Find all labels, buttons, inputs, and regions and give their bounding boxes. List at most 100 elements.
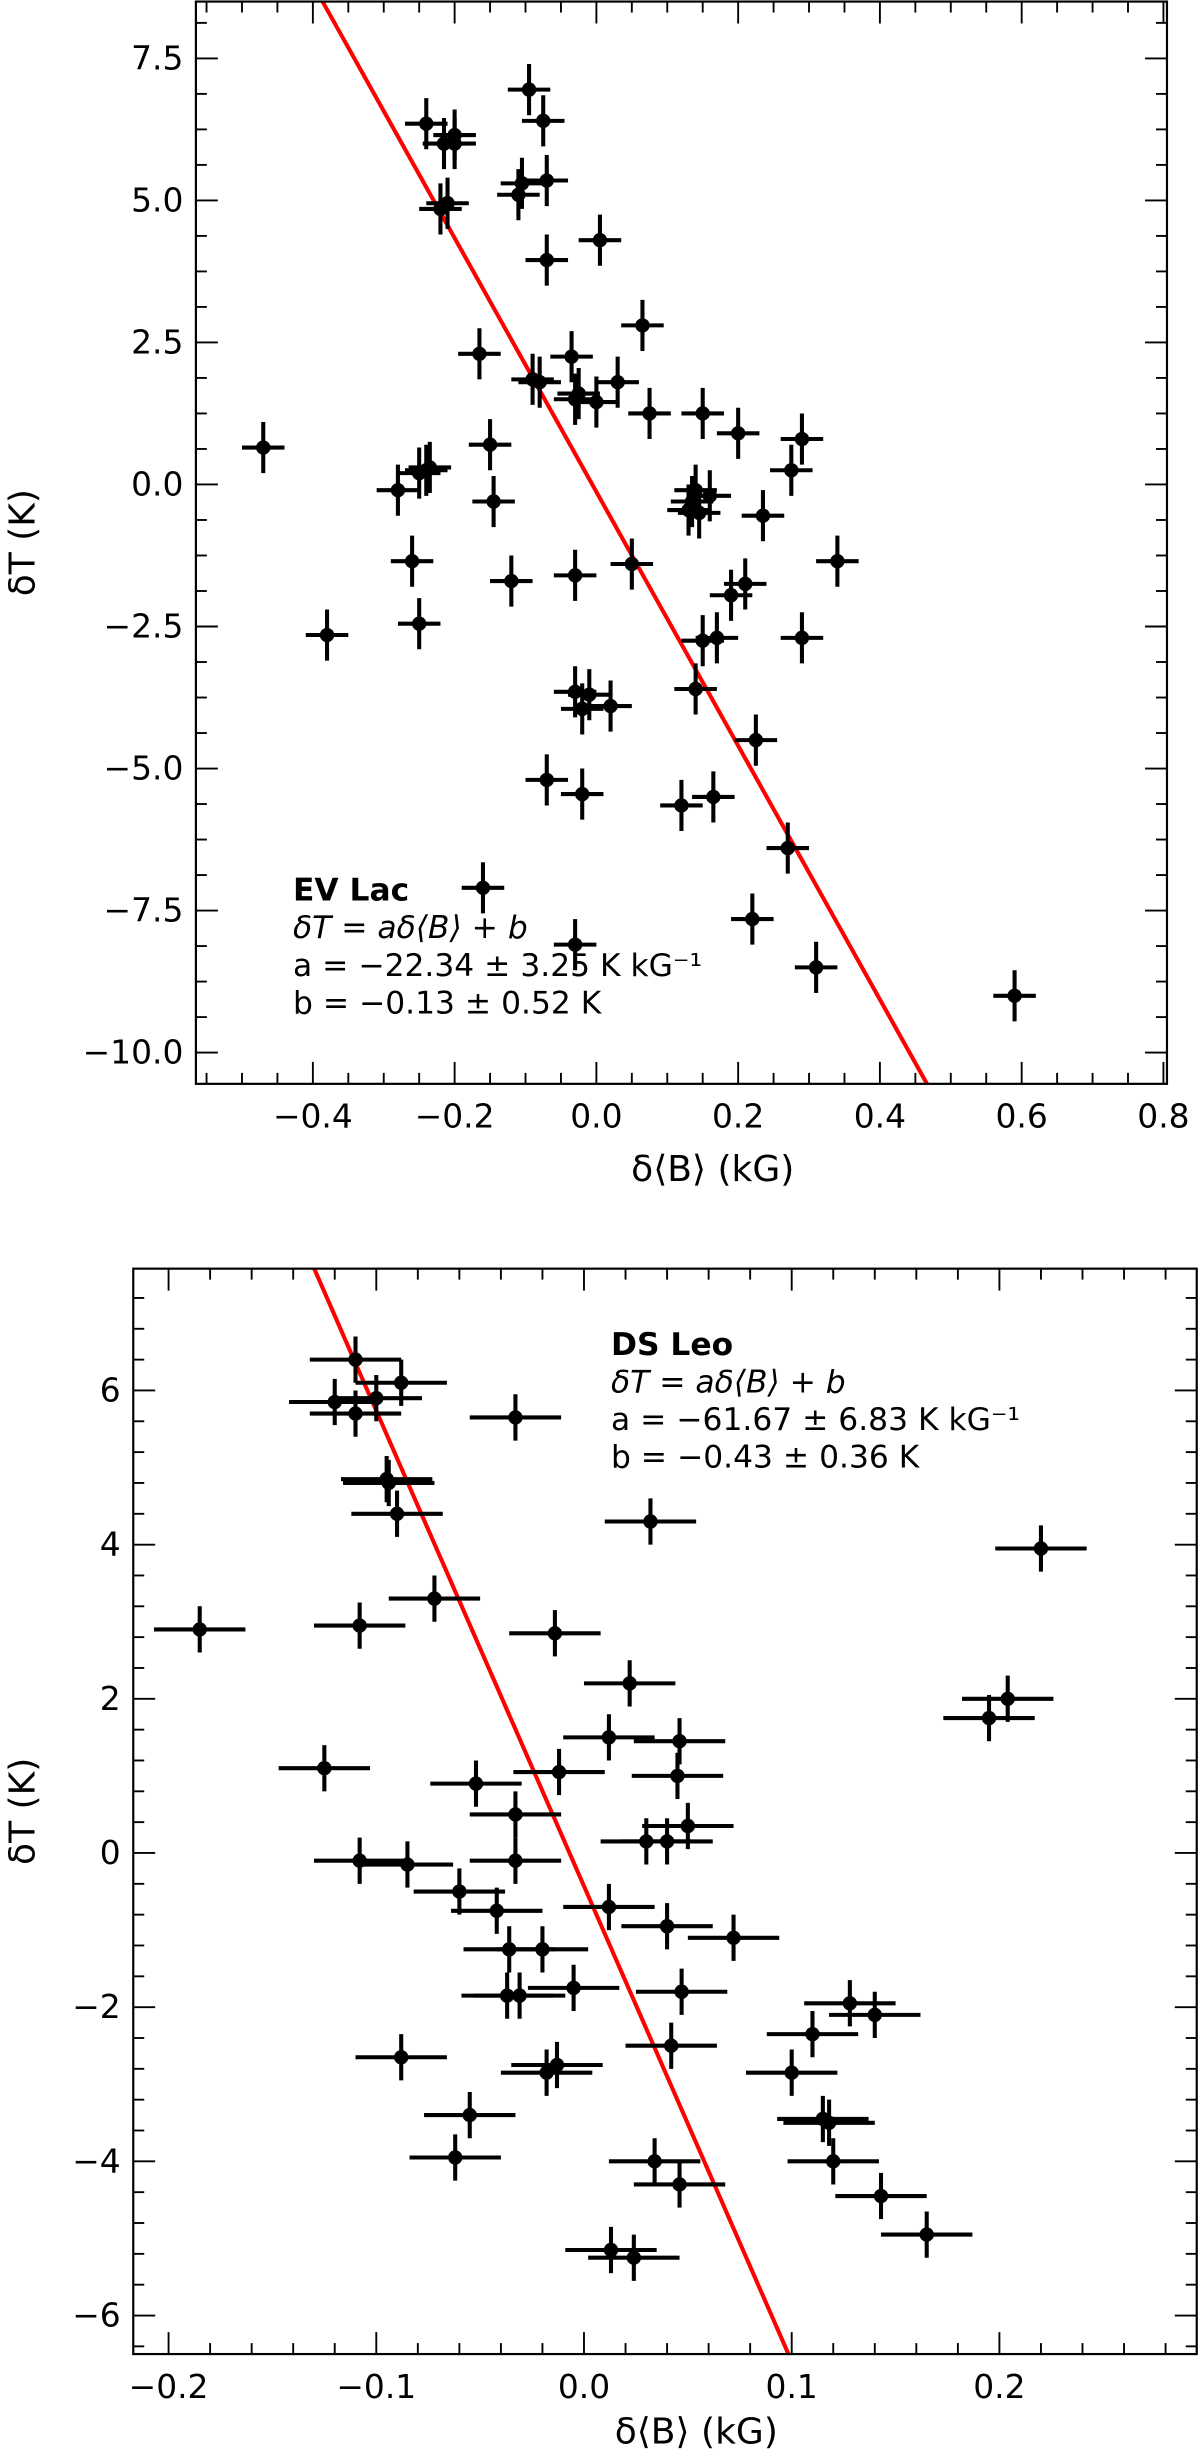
x-tick-label: 0.0 xyxy=(558,2367,610,2406)
data-point xyxy=(553,549,597,601)
x-tick-label: 0.4 xyxy=(854,1097,906,1136)
data-point xyxy=(351,1490,443,1537)
data-point xyxy=(461,862,505,914)
data-point xyxy=(278,1745,371,1792)
ev-lac-x-axis-label: δ⟨B⟩ (kG) xyxy=(631,1149,794,1190)
data-point xyxy=(397,598,441,650)
data-point xyxy=(433,118,476,170)
ev-lac-fit-line xyxy=(320,0,929,1085)
data-point xyxy=(525,234,569,286)
data-point xyxy=(525,754,569,806)
data-point xyxy=(881,2211,973,2258)
annotation-a: a = −22.34 ± 3.25 K kG⁻¹ xyxy=(293,948,702,984)
data-point xyxy=(583,1660,676,1707)
data-point xyxy=(313,1602,406,1649)
y-tick-label: −4 xyxy=(72,2141,120,2180)
x-tick-label: 0.6 xyxy=(996,1097,1048,1136)
annotation-equation: δT = aδ⟨B⟩ + b xyxy=(293,910,528,946)
x-tick-label: 0.8 xyxy=(1137,1097,1189,1136)
ev-lac-data-points xyxy=(241,64,1036,1022)
ds-leo-data-points xyxy=(154,1336,1087,2281)
data-point xyxy=(511,2041,603,2089)
data-point xyxy=(550,331,593,383)
annotation-title: EV Lac xyxy=(293,873,409,909)
data-point xyxy=(723,558,767,610)
data-point xyxy=(241,421,285,474)
x-tick-label: 0.0 xyxy=(570,1097,622,1136)
data-point xyxy=(770,444,813,496)
y-tick-label: 4 xyxy=(100,1525,121,1564)
data-point xyxy=(766,822,810,874)
annotation-equation: δT = aδ⟨B⟩ + b xyxy=(611,1364,846,1400)
data-point xyxy=(588,2234,680,2281)
data-point xyxy=(746,2049,838,2096)
data-point xyxy=(766,2011,859,2058)
y-tick-label: −5.0 xyxy=(104,748,184,787)
data-point xyxy=(560,683,604,735)
ev-lac-axes-frame xyxy=(194,0,1169,1085)
data-point xyxy=(674,663,717,715)
data-point xyxy=(469,1394,562,1441)
data-point xyxy=(408,441,452,493)
data-point xyxy=(511,353,554,405)
data-point xyxy=(469,1837,562,1884)
data-point xyxy=(787,2138,879,2185)
ev-lac-y-axis-label: δT (K) xyxy=(3,489,44,596)
y-tick-label: −2 xyxy=(72,1987,120,2026)
data-point xyxy=(610,538,654,590)
annotation-b: b = −0.13 ± 0.52 K xyxy=(293,985,603,1021)
data-point xyxy=(780,413,824,465)
data-point xyxy=(835,2172,927,2220)
data-point xyxy=(563,1714,655,1761)
data-point xyxy=(568,669,611,721)
x-tick-label: 0.2 xyxy=(712,1097,764,1136)
data-point xyxy=(390,535,434,587)
y-tick-label: 2 xyxy=(100,1679,121,1718)
x-tick-label: 0.2 xyxy=(973,2367,1025,2406)
annotation-title: DS Leo xyxy=(611,1327,733,1363)
data-point xyxy=(589,680,632,732)
data-point xyxy=(553,919,597,971)
data-point xyxy=(468,419,512,471)
data-point xyxy=(388,1575,481,1622)
ev-lac-panel: −0.4 −0.2 0.0 0.2 0.4 0.6 0.8 7.5 5.0 2.5 0.0 −2.5 −… xyxy=(3,0,1190,1190)
data-point xyxy=(469,1791,562,1838)
annotation-b: b = −0.43 ± 0.36 K xyxy=(611,1440,921,1476)
ev-lac-ticks: −0.4 −0.2 0.0 0.2 0.4 0.6 0.8 7.5 5.0 2.5 0.0 −2.5 −… xyxy=(83,1,1190,1136)
x-tick-label: 0.1 xyxy=(766,2367,818,2406)
ds-leo-y-axis-label: δT (K) xyxy=(3,1758,44,1865)
data-point xyxy=(578,214,622,266)
ds-leo-panel: −0.2 −0.1 0.0 0.1 0.2 6 4 2 0 −2 −4 −6 DS Leo δT = … xyxy=(3,1267,1198,2452)
data-point xyxy=(943,1694,1035,1742)
data-point xyxy=(794,941,838,993)
data-point xyxy=(741,490,785,542)
data-point xyxy=(681,387,724,440)
data-point xyxy=(687,1914,780,1961)
data-point xyxy=(507,64,551,116)
data-point xyxy=(829,1991,921,2038)
data-point xyxy=(313,1837,406,1884)
data-point xyxy=(631,1752,724,1800)
data-point xyxy=(430,1760,522,1807)
data-point xyxy=(490,555,533,607)
data-point xyxy=(621,299,664,351)
data-point xyxy=(783,2099,875,2146)
y-tick-label: 0.0 xyxy=(131,464,183,503)
data-point xyxy=(993,970,1036,1022)
data-point xyxy=(343,1459,435,1507)
data-point xyxy=(496,1926,589,1973)
x-tick-label: −0.4 xyxy=(273,1097,353,1136)
data-point xyxy=(621,1903,713,1950)
data-point xyxy=(413,1868,506,1915)
y-tick-label: −2.5 xyxy=(104,606,184,645)
data-point xyxy=(565,2226,657,2274)
y-tick-label: 6 xyxy=(100,1370,121,1409)
data-point xyxy=(309,1336,402,1383)
data-point xyxy=(608,2138,701,2185)
data-point xyxy=(777,2095,869,2143)
data-point xyxy=(424,2091,516,2139)
ds-leo-x-axis-label: δ⟨B⟩ (kG) xyxy=(615,2411,778,2452)
data-point xyxy=(816,535,859,587)
data-point xyxy=(458,328,501,380)
data-point xyxy=(780,612,824,664)
